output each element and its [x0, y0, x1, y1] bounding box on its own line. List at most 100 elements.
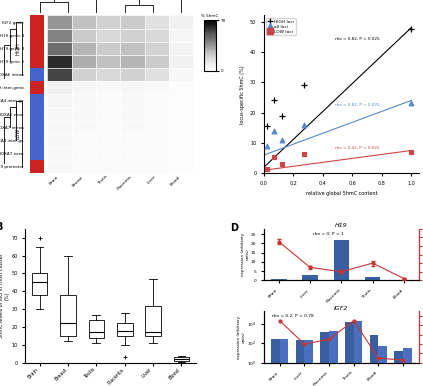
Point	[300, 82, 307, 88]
Bar	[96, 107, 120, 121]
Y-axis label: expression (arbitrary
units): expression (arbitrary units)	[241, 233, 249, 276]
Bar	[47, 121, 71, 134]
Bar	[96, 42, 120, 55]
Bar	[145, 42, 169, 55]
Point	[408, 26, 415, 32]
Bar	[302, 275, 318, 280]
Bar	[30, 160, 44, 173]
Bar	[169, 134, 193, 147]
Bar	[47, 94, 71, 107]
Bar	[145, 160, 169, 173]
Bar	[47, 68, 71, 81]
Bar	[30, 107, 44, 121]
Bar	[120, 107, 145, 121]
Text: B: B	[0, 222, 2, 232]
Bar	[30, 147, 44, 160]
Y-axis label: 5hmC levels of loci in HIGH cluster
(%): 5hmC levels of loci in HIGH cluster (%)	[0, 253, 10, 338]
Bar	[30, 42, 44, 55]
Point	[300, 151, 307, 157]
Bar	[120, 81, 145, 94]
Point	[300, 122, 307, 128]
Bar	[271, 339, 280, 386]
Bar	[96, 147, 120, 160]
Bar	[120, 94, 145, 107]
Bar	[96, 55, 120, 68]
Bar	[47, 107, 71, 121]
PathPatch shape	[174, 357, 189, 361]
Point	[271, 128, 277, 134]
Bar	[30, 134, 44, 147]
Bar	[71, 42, 96, 55]
Bar	[145, 55, 169, 68]
Bar	[120, 134, 145, 147]
Bar	[280, 339, 288, 386]
Point	[264, 143, 270, 149]
Bar	[71, 68, 96, 81]
Point	[271, 97, 277, 103]
Bar	[169, 42, 193, 55]
Text: rho = 0.2; P = 0.78: rho = 0.2; P = 0.78	[272, 315, 313, 318]
Bar	[30, 29, 44, 42]
Bar	[71, 147, 96, 160]
Text: rho = 0.42, P < 0.025: rho = 0.42, P < 0.025	[335, 146, 379, 150]
Bar	[47, 15, 71, 29]
Text: HIGH: HIGH	[16, 42, 21, 55]
Text: rho = 0; P = 1: rho = 0; P = 1	[313, 232, 344, 236]
Bar	[120, 160, 145, 173]
Bar	[365, 277, 380, 280]
Bar	[71, 121, 96, 134]
Bar	[120, 15, 145, 29]
Bar	[71, 29, 96, 42]
Text: rho = 0.82, P < 0.025: rho = 0.82, P < 0.025	[335, 37, 379, 41]
Text: LOW: LOW	[16, 128, 21, 139]
Bar	[71, 81, 96, 94]
Bar	[71, 134, 96, 147]
Bar	[30, 15, 44, 29]
Bar	[30, 68, 44, 81]
Bar	[96, 29, 120, 42]
Bar	[320, 332, 329, 386]
Bar	[47, 42, 71, 55]
Bar	[96, 134, 120, 147]
Bar	[96, 68, 120, 81]
Y-axis label: expression (arbitrary
units): expression (arbitrary units)	[237, 315, 245, 359]
Y-axis label: locus-specific 5hmC (%): locus-specific 5hmC (%)	[239, 65, 244, 124]
Point	[278, 112, 285, 119]
Bar	[395, 351, 403, 386]
Bar	[169, 107, 193, 121]
Bar	[30, 121, 44, 134]
PathPatch shape	[145, 306, 161, 336]
Bar	[47, 29, 71, 42]
Bar	[169, 81, 193, 94]
Bar	[145, 94, 169, 107]
Legend: HIGH loci, all loci, LOW loci: HIGH loci, all loci, LOW loci	[266, 18, 296, 36]
Point	[278, 137, 285, 143]
Bar	[96, 94, 120, 107]
Bar	[145, 147, 169, 160]
Bar	[120, 121, 145, 134]
Bar	[169, 68, 193, 81]
Point	[271, 154, 277, 160]
Bar	[120, 68, 145, 81]
Bar	[120, 42, 145, 55]
Title: H19: H19	[335, 223, 348, 229]
Title: IGF2: IGF2	[334, 306, 349, 311]
Bar	[354, 321, 363, 386]
PathPatch shape	[32, 273, 47, 295]
Bar	[71, 94, 96, 107]
Bar	[145, 29, 169, 42]
Bar	[47, 81, 71, 94]
Bar	[169, 160, 193, 173]
Bar	[47, 160, 71, 173]
Bar	[304, 340, 313, 386]
Point	[264, 123, 270, 129]
Bar	[145, 68, 169, 81]
PathPatch shape	[60, 295, 76, 336]
Bar	[120, 55, 145, 68]
Bar	[370, 335, 379, 386]
Bar	[96, 121, 120, 134]
Bar	[403, 349, 412, 386]
X-axis label: relative global 5hmC content: relative global 5hmC content	[305, 191, 377, 196]
Bar	[145, 134, 169, 147]
Bar	[96, 160, 120, 173]
